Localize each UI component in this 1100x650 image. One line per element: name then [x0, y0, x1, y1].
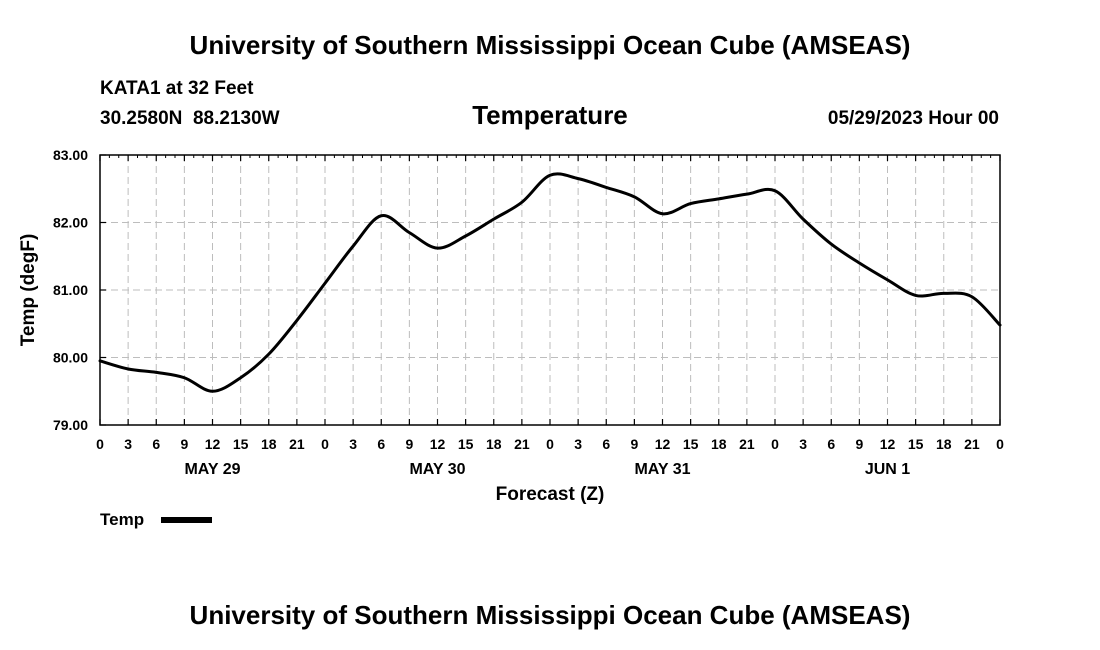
x-tick-label: 9: [405, 436, 413, 452]
x-tick-label: 6: [377, 436, 385, 452]
axis-ticks: [99, 154, 1001, 426]
x-tick-label: 21: [289, 436, 305, 452]
day-label: MAY 29: [184, 461, 240, 478]
legend: Temp: [100, 510, 212, 529]
y-tick-label: 83.00: [53, 147, 88, 163]
x-tick-label: 3: [574, 436, 582, 452]
y-tick-labels: 79.00 80.00 81.00 82.00 83.00: [53, 147, 88, 433]
x-tick-label: 21: [739, 436, 755, 452]
x-tick-label: 15: [908, 436, 924, 452]
x-tick-label: 12: [430, 436, 446, 452]
temp-series-line: [98, 172, 1002, 393]
x-tick-label: 6: [827, 436, 835, 452]
x-tick-label: 18: [261, 436, 277, 452]
x-tick-label: 15: [233, 436, 249, 452]
day-label: JUN 1: [865, 461, 910, 478]
x-tick-label: 18: [936, 436, 952, 452]
y-tick-label: 79.00: [53, 417, 88, 433]
top-title: University of Southern Mississippi Ocean…: [190, 30, 911, 60]
legend-swatch: [161, 517, 212, 523]
y-tick-label: 81.00: [53, 282, 88, 298]
chart-title: Temperature: [472, 100, 628, 130]
x-tick-label: 3: [349, 436, 357, 452]
x-tick-label: 9: [180, 436, 188, 452]
x-tick-label: 18: [486, 436, 502, 452]
x-tick-label: 3: [799, 436, 807, 452]
x-tick-label: 0: [771, 436, 779, 452]
x-tick-label: 6: [152, 436, 160, 452]
x-tick-label: 0: [546, 436, 554, 452]
station-label: KATA1 at 32 Feet: [100, 78, 254, 99]
day-label: MAY 31: [634, 461, 690, 478]
day-label: MAY 30: [409, 461, 465, 478]
x-tick-labels: 0 3 6 9 12 15 18 21 0 3 6 9 12 15 18 21 0 3 6 9 12 15 18 21 0 3 6 9…: [96, 436, 1004, 452]
day-labels: MAY 29 MAY 30 MAY 31 JUN 1: [184, 461, 910, 478]
bottom-title: University of Southern Mississippi Ocean…: [190, 600, 911, 630]
station-coordinates: 30.2580N 88.2130W: [100, 108, 280, 129]
x-tick-label: 3: [124, 436, 132, 452]
x-tick-label: 15: [683, 436, 699, 452]
x-tick-label: 15: [458, 436, 474, 452]
x-tick-label: 9: [630, 436, 638, 452]
x-tick-label: 12: [205, 436, 221, 452]
grid: [100, 155, 1000, 425]
x-tick-label: 0: [96, 436, 104, 452]
x-tick-label: 18: [711, 436, 727, 452]
y-axis-title: Temp (degF): [18, 234, 39, 347]
forecast-datetime: 05/29/2023 Hour 00: [828, 108, 999, 129]
x-tick-label: 12: [880, 436, 896, 452]
x-tick-label: 9: [855, 436, 863, 452]
x-tick-label: 0: [996, 436, 1004, 452]
legend-label: Temp: [100, 510, 144, 529]
x-tick-label: 21: [514, 436, 530, 452]
y-tick-label: 82.00: [53, 215, 88, 231]
x-tick-label: 21: [964, 436, 980, 452]
x-tick-label: 0: [321, 436, 329, 452]
x-axis-title: Forecast (Z): [496, 484, 605, 505]
x-tick-label: 12: [655, 436, 671, 452]
x-tick-label: 6: [602, 436, 610, 452]
y-tick-label: 80.00: [53, 350, 88, 366]
